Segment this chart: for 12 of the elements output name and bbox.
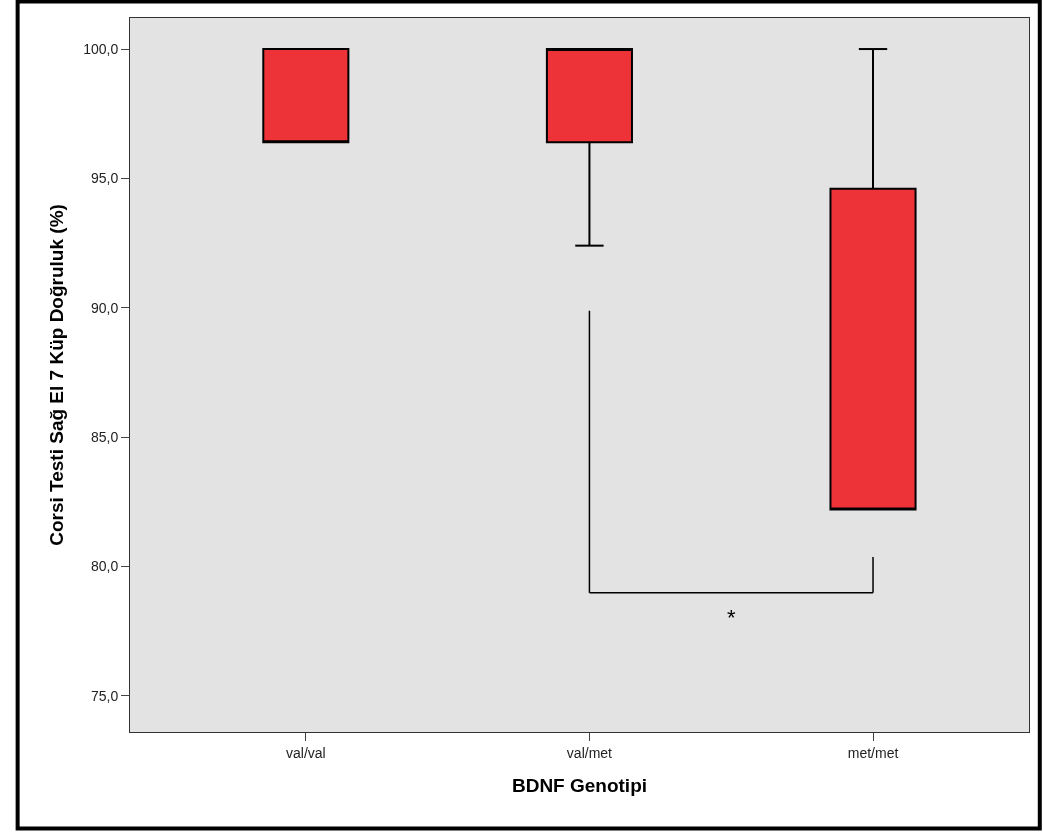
- y-tick-label: 80,0: [90, 558, 119, 575]
- x-tick-label: met/met: [847, 744, 899, 761]
- y-tick-label: 85,0: [90, 428, 119, 445]
- x-tick-label: val/val: [285, 744, 326, 761]
- y-tick-label: 75,0: [90, 687, 119, 704]
- x-axis-title: BDNF Genotipi: [511, 774, 648, 796]
- annotation: *: [727, 605, 736, 630]
- x-tick-label: val/met: [566, 744, 613, 761]
- y-tick-label: 90,0: [90, 299, 119, 316]
- y-tick-label: 95,0: [90, 170, 119, 187]
- y-tick-label: 100,0: [83, 40, 119, 57]
- y-axis-title: Corsi Testi Sağ El 7 Küp Doğruluk (%): [46, 204, 67, 546]
